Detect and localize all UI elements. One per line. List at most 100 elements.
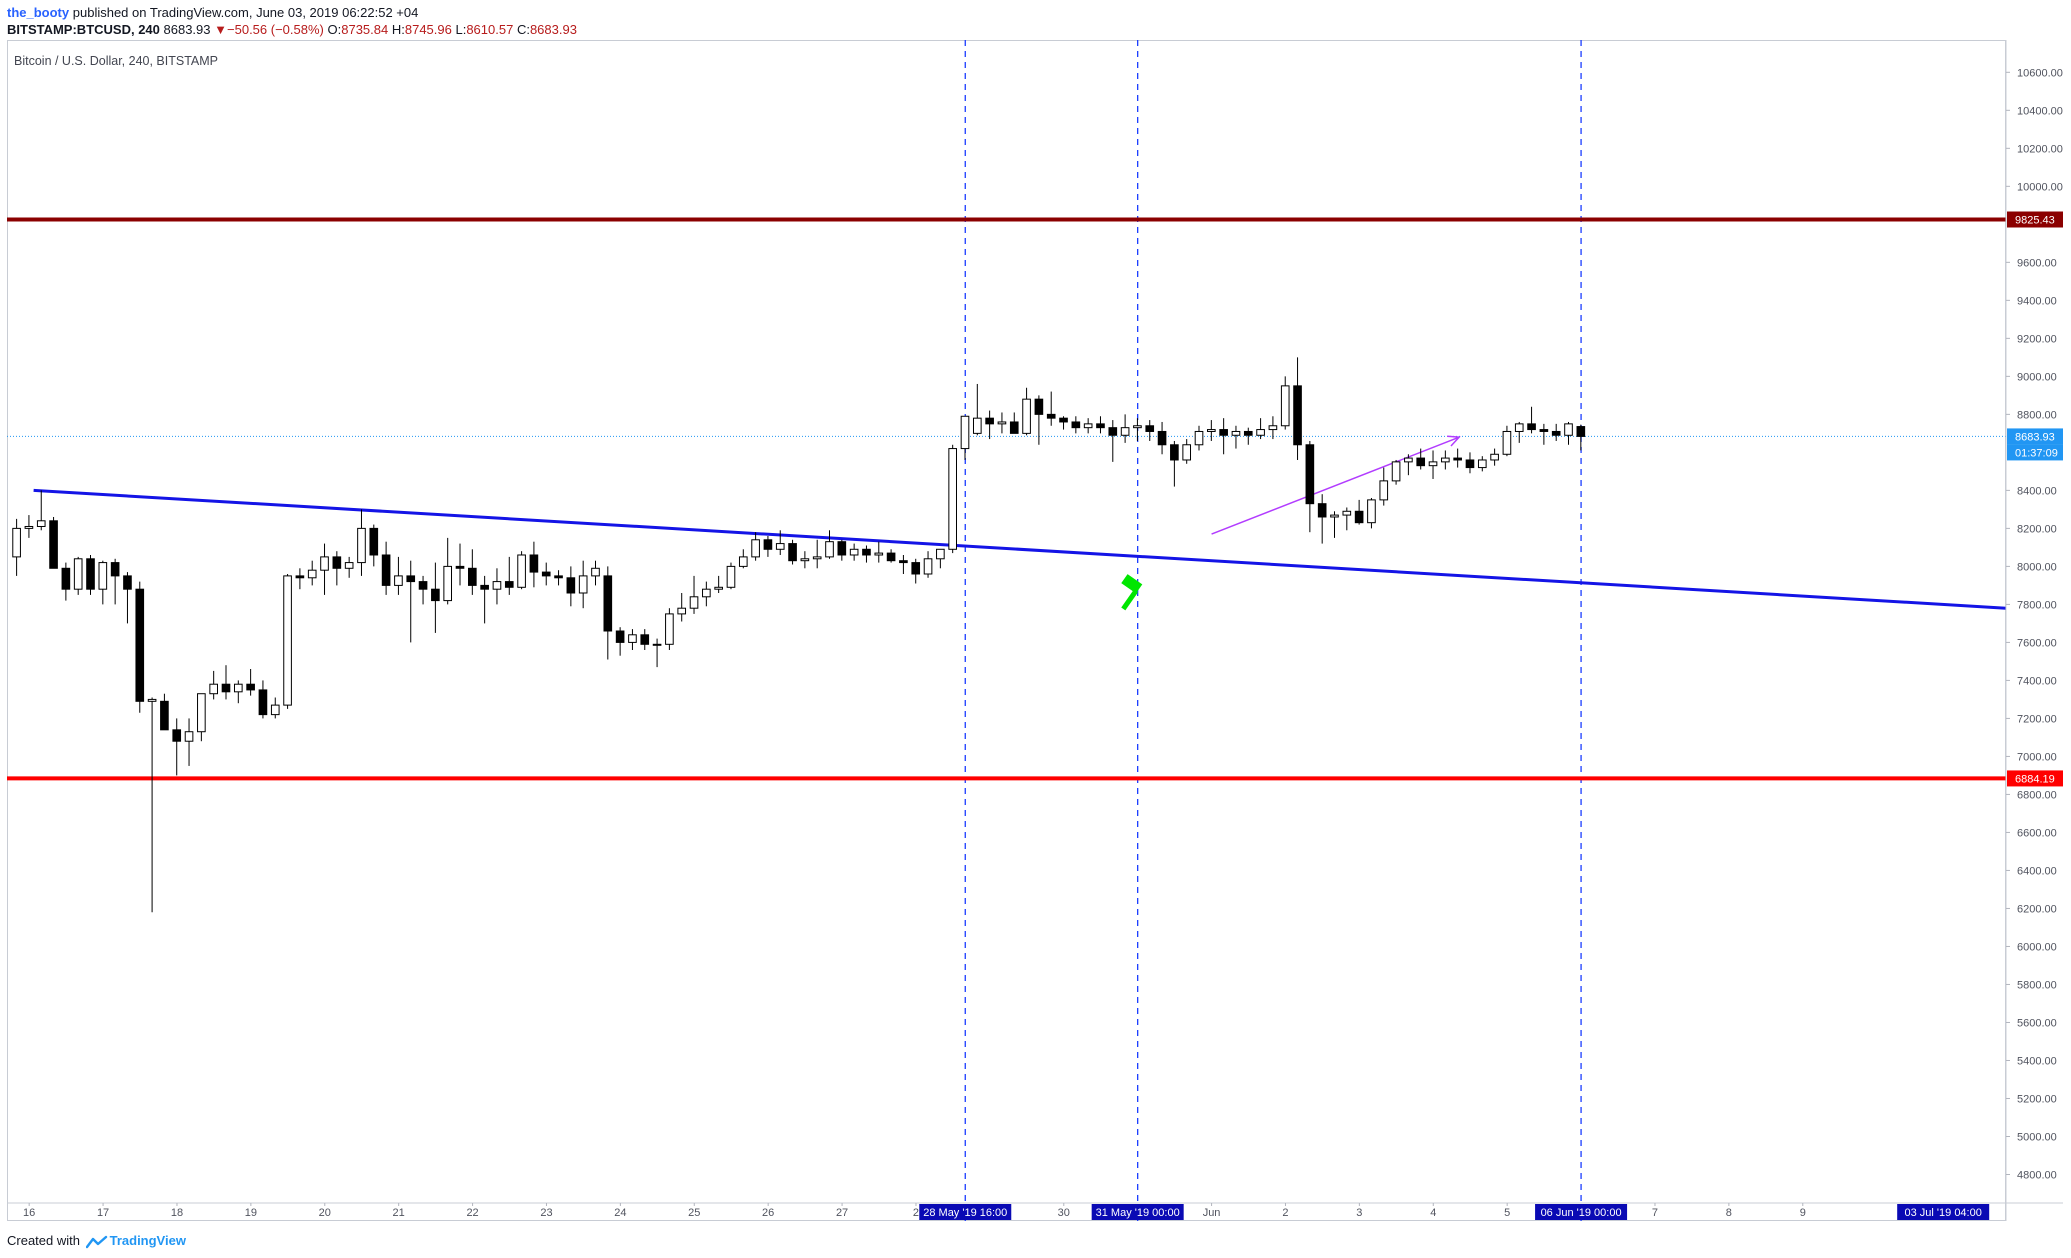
candle [960, 415, 970, 460]
price-tick-label: 6200.00 [2017, 903, 2057, 915]
time-tick-label: 20 [319, 1207, 331, 1219]
candle [529, 541, 539, 588]
price-tick-label: 6800.00 [2017, 789, 2057, 801]
candle [135, 581, 145, 713]
candle-body [468, 567, 477, 586]
candle-body [492, 581, 502, 590]
candle-body [123, 575, 132, 590]
candle [1416, 448, 1426, 470]
time-highlight-badge [1091, 1204, 1184, 1220]
support-price-badge [2007, 770, 2063, 787]
candle [1256, 418, 1265, 440]
candle-body [714, 586, 723, 590]
gavel-head [1121, 574, 1143, 594]
candle-body [1120, 427, 1130, 436]
candle [1071, 416, 1081, 434]
candle [1145, 420, 1155, 441]
candle [295, 568, 305, 590]
published-text: published on TradingView.com, June 03, 2… [72, 5, 419, 20]
candle [381, 541, 391, 595]
candle-body [455, 565, 465, 569]
candle-body [689, 596, 699, 609]
author-link[interactable]: the_booty [7, 5, 70, 20]
candle [1096, 416, 1105, 434]
time-tick-label: 17 [97, 1207, 109, 1219]
time-tick-label: Jun [1203, 1207, 1221, 1219]
candle [1404, 454, 1413, 476]
price-tick-label: 5400.00 [2017, 1055, 2057, 1067]
candle [307, 560, 317, 586]
time-highlight-label: 31 May '19 00:00 [1096, 1207, 1180, 1219]
candle-body [1219, 429, 1228, 436]
candle-body [899, 560, 908, 564]
candle-body [73, 558, 83, 590]
candle [1490, 448, 1499, 466]
candle-body [1527, 423, 1536, 431]
candle [468, 549, 477, 595]
candle-body [160, 700, 169, 731]
candle [332, 551, 342, 586]
countdown-label: 01:37:09 [2015, 447, 2058, 459]
candle [1243, 427, 1253, 445]
candle [344, 556, 354, 578]
candle [1317, 494, 1327, 544]
time-tick-label: 24 [614, 1207, 626, 1219]
candle-body [763, 539, 773, 550]
time-tick-label: 26 [762, 1207, 774, 1219]
candle [1133, 418, 1142, 441]
candle [1207, 420, 1216, 441]
candle-body [1194, 430, 1204, 446]
low-value: 8610.57 [466, 22, 514, 37]
time-tick-label: 30 [1058, 1207, 1070, 1219]
candle-body [258, 689, 268, 716]
candle [911, 558, 921, 584]
candle-body [1059, 417, 1068, 423]
candle [1009, 412, 1019, 434]
candle [1465, 452, 1475, 474]
candle-body [886, 552, 896, 562]
candle [221, 665, 231, 700]
candle-body [381, 554, 391, 586]
tradingview-logo-icon [85, 1235, 107, 1248]
price-tick-label: 8000.00 [2017, 561, 2057, 573]
candle-body [541, 571, 551, 577]
time-tick-label: 22 [466, 1207, 478, 1219]
candle [751, 532, 760, 561]
candle [1564, 421, 1573, 445]
candle-body [12, 527, 21, 558]
time-tick-label: 3 [1356, 1207, 1362, 1219]
trendline [33, 488, 2007, 610]
price-tick-label: 8400.00 [2017, 485, 2057, 497]
candle [123, 572, 132, 624]
candle [394, 556, 403, 595]
close-value: 8683.93 [529, 22, 577, 37]
time-tick-label: 18 [171, 1207, 183, 1219]
candle [172, 718, 182, 776]
candle [825, 530, 834, 559]
candle [985, 410, 994, 440]
candle [541, 562, 551, 586]
candle [1083, 418, 1093, 434]
candle [1477, 456, 1487, 472]
candle [1059, 416, 1068, 430]
gavel-handle [1121, 589, 1138, 611]
candle [640, 629, 650, 651]
tradingview-brand[interactable]: TradingView [109, 1233, 186, 1248]
time-highlight-badge [1897, 1204, 1990, 1220]
candle-body [406, 575, 416, 583]
candle-body [1404, 457, 1413, 463]
candle [972, 383, 982, 436]
candle-body [1243, 430, 1253, 436]
candles [12, 357, 1586, 913]
candle-body [1490, 453, 1499, 461]
candle-body [1071, 421, 1081, 429]
candle-body [1453, 457, 1462, 461]
candle-body [1502, 430, 1512, 455]
candle [615, 627, 625, 656]
candle [369, 524, 379, 567]
candle-body [1256, 429, 1265, 436]
candle [812, 539, 822, 569]
candle [603, 566, 613, 660]
candle-body [960, 415, 970, 450]
